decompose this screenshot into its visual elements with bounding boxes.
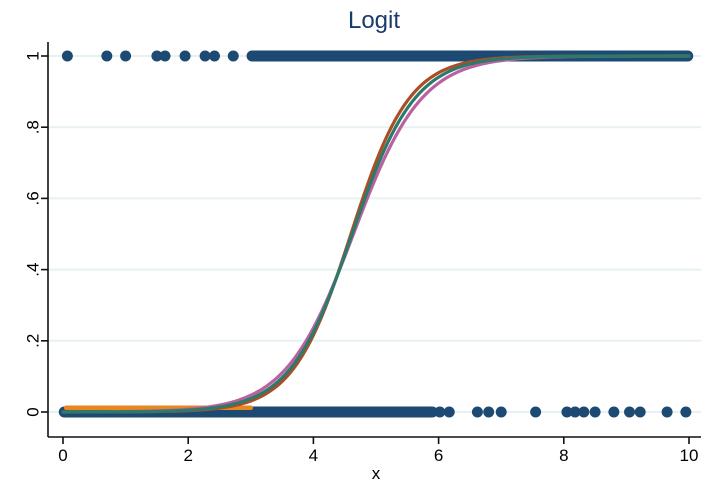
axes: 0.2.4.6.810 2 4 6 8 10 — [23, 42, 701, 465]
scatter-dot-y_one — [227, 50, 239, 62]
scatter-dot-y_one — [159, 50, 171, 62]
x-tick-label: 6 — [434, 446, 443, 465]
y-tick-label: 0 — [23, 407, 42, 416]
scatter-dot-y_zero — [589, 406, 601, 418]
scatter-dot-y_zero — [483, 406, 495, 418]
x-tick-label: 8 — [559, 446, 568, 465]
scatter-dot-y_zero — [434, 406, 446, 418]
scatter-dot-y_zero — [661, 406, 673, 418]
scatter-dot-y_one — [179, 50, 191, 62]
scatter-dot-y_one — [151, 50, 163, 62]
scatter-dot-y_zero — [680, 406, 692, 418]
fit-magenta — [61, 54, 691, 414]
scatter-dot-y_zero — [634, 406, 646, 418]
scatter-dot-y_zero — [471, 406, 483, 418]
scatter-dot-y_zero — [530, 406, 542, 418]
x-tick-label: 0 — [58, 446, 67, 465]
gridlines — [48, 55, 701, 413]
y-tick-label: .6 — [23, 191, 42, 205]
scatter-dot-y_zero — [443, 406, 455, 418]
x-tick-label: 4 — [309, 446, 318, 465]
scatter-dot-y_zero — [569, 406, 581, 418]
chart-title: Logit — [348, 7, 400, 34]
scatter-dot-y_one — [120, 50, 132, 62]
y-tick-label: .2 — [23, 334, 42, 348]
scatter-dot-y_one — [61, 50, 73, 62]
scatter-dot-y_one — [208, 50, 220, 62]
scatter-dot-y_zero — [495, 406, 507, 418]
scatter-dot-y_zero — [624, 406, 636, 418]
x-tick-label: 2 — [183, 446, 192, 465]
y-tick-label: 1 — [23, 51, 42, 60]
y-tick-label: .4 — [23, 263, 42, 277]
scatter-dot-y_zero — [561, 406, 573, 418]
y-tick-label: .8 — [23, 120, 42, 134]
scatter-dot-y_zero — [578, 406, 590, 418]
x-tick-label: 10 — [680, 446, 699, 465]
scatter-dot-y_zero — [608, 406, 620, 418]
fit-teal — [61, 54, 691, 414]
data-layer — [58, 50, 694, 418]
fit-maroon — [61, 54, 691, 414]
x-axis-title: x — [372, 464, 381, 483]
scatter-dot-y_one — [199, 50, 211, 62]
scatter-dot-y_one — [101, 50, 113, 62]
